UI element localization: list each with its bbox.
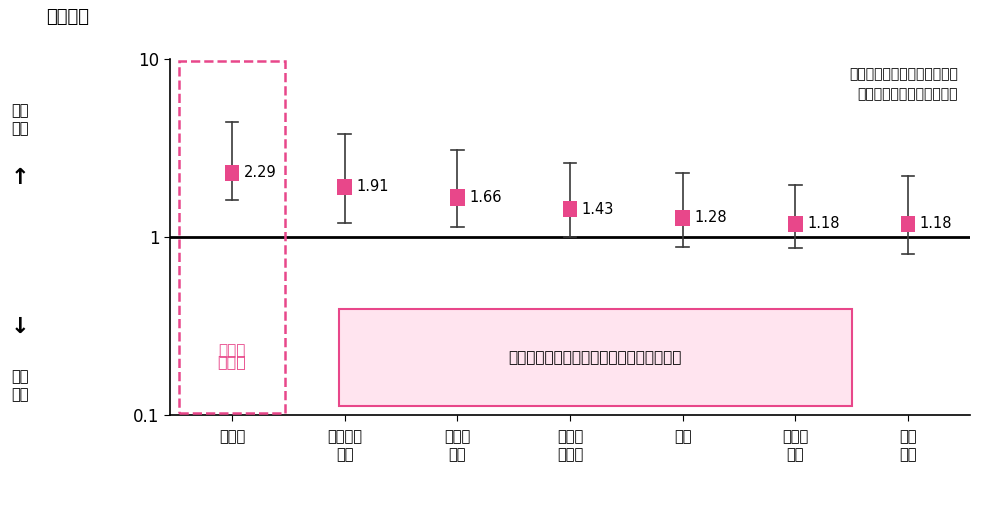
Bar — [337, 179, 352, 195]
Text: 1.66: 1.66 — [469, 190, 502, 205]
Bar — [901, 216, 915, 232]
Text: 2.29: 2.29 — [244, 165, 277, 180]
Text: ↑: ↑ — [11, 168, 29, 188]
Text: 低栄養: 低栄養 — [218, 354, 246, 369]
Text: オッズ比: オッズ比 — [46, 9, 89, 27]
Bar — [225, 164, 239, 181]
Bar — [675, 210, 690, 226]
Bar — [450, 189, 465, 205]
Text: 発生
予防: 発生 予防 — [11, 370, 29, 402]
Text: ↓: ↓ — [11, 317, 29, 337]
Bar — [179, 61, 285, 413]
Text: 低栄養の在宅覓瘍発生オッズ比　２．２９: 低栄養の在宅覓瘍発生オッズ比 ２．２９ — [509, 350, 682, 365]
Text: 1.43: 1.43 — [582, 202, 614, 217]
Bar — [563, 201, 577, 217]
Bar — [788, 216, 803, 232]
Text: 多重ロジスティック回帰分析
オッズ比とﾙﾕ％信頼区間: 多重ロジスティック回帰分析 オッズ比とﾙﾕ％信頼区間 — [849, 68, 958, 101]
Text: 低栄養: 低栄養 — [218, 343, 246, 358]
Text: 1.91: 1.91 — [356, 179, 389, 194]
Text: 1.18: 1.18 — [807, 217, 840, 231]
Text: 1.18: 1.18 — [920, 217, 952, 231]
Text: 1.28: 1.28 — [695, 210, 727, 225]
Text: 発生
促進: 発生 促進 — [11, 104, 29, 136]
Bar — [339, 309, 852, 406]
